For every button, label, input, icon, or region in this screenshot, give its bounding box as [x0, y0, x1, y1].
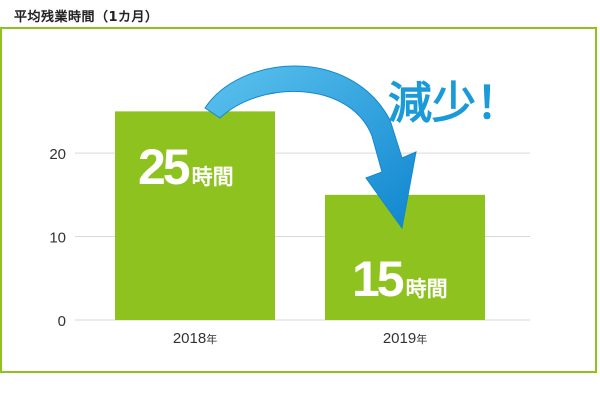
x-tick-label: 2019年: [383, 330, 427, 347]
data-label: 15 時間: [352, 251, 448, 307]
y-tick-label: 10: [49, 230, 66, 247]
x-tick-unit: 年: [416, 332, 427, 346]
bar: [115, 111, 275, 321]
y-tick-label: 0: [58, 313, 66, 330]
x-tick-number: 2019: [383, 330, 416, 347]
decrease-annotation: 減少！: [388, 78, 520, 129]
y-tick-label: 20: [49, 146, 66, 163]
decrease-arrow-icon: [204, 65, 417, 230]
x-tick-label: 2018年: [173, 330, 217, 347]
data-label-unit: 時間: [406, 277, 448, 301]
data-label-value: 25: [138, 139, 190, 195]
bar: [325, 194, 485, 320]
x-tick-unit: 年: [206, 332, 217, 346]
data-label-value: 15: [352, 251, 404, 307]
data-label: 25 時間: [138, 139, 234, 195]
chart-title: 平均残業時間（1カ月）: [14, 10, 159, 25]
chart-frame: [0, 27, 597, 373]
data-label-unit: 時間: [192, 165, 234, 189]
x-tick-number: 2018: [173, 330, 206, 347]
